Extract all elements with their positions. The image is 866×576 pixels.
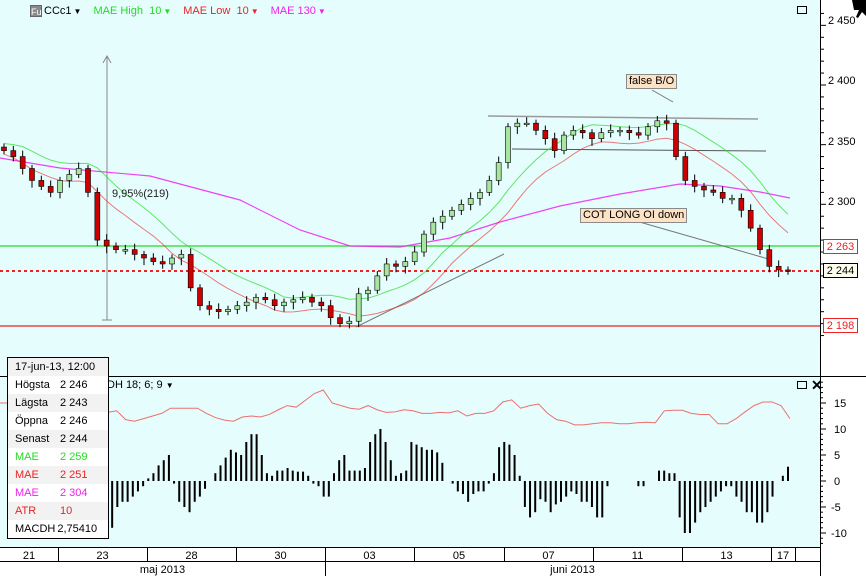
month-label: maj 2013 [139,564,186,576]
tooltip-row: MAE 2 251 [8,466,108,484]
macd-tick: 0 [834,476,841,488]
last-price-box: 2 244 [823,263,858,278]
tooltip-label: MACDH [15,523,56,535]
macd-selector[interactable]: DH 18; 6; 9 ▼ [107,379,174,391]
caret-down-icon: ▼ [165,381,174,390]
tooltip-datetime: 17-jun-13, 12:00 [8,358,108,376]
tooltip-row: Lägsta 2 243 [8,394,108,412]
tooltip-row: MACDH 2,75410 [8,520,108,538]
tooltip-label: Högsta [15,379,50,391]
x-tick: 30 [274,550,287,562]
tooltip-row: Senast 2 244 [8,430,108,448]
price-tick: 2 350 [828,136,856,148]
support-price-box: 2 198 [823,318,858,333]
tooltip-value: 2 244 [60,433,88,445]
x-tick: 03 [363,550,376,562]
tooltip-value: 2 304 [60,487,88,499]
maximize-price-panel-button[interactable] [797,6,807,14]
tooltip-row: MAE 2 304 [8,484,108,502]
month-label: juni 2013 [550,564,595,576]
tooltip-value: 2 259 [60,451,88,463]
caret-down-icon: ▼ [163,6,172,16]
price-tick: 2 450 [828,15,856,27]
macd-tick: 15 [834,398,847,410]
tooltip-value: 2 246 [60,415,88,427]
macd-tick: 10 [834,424,847,436]
futures-badge: Fu [30,5,42,17]
x-tick: 17 [776,550,790,562]
tooltip-label: ATR [15,505,37,517]
tooltip-label: Senast [15,433,50,445]
macd-tick: -5 [831,502,841,514]
tooltip-value: 2 251 [60,469,88,481]
x-tick: 13 [720,550,733,562]
tooltip-label: Öppna [15,415,49,427]
mae-130-label: MAE [270,5,295,17]
tooltip-label: Lägsta [15,397,49,409]
tooltip-value: 2 243 [60,397,88,409]
price-tick: 2 400 [828,75,856,87]
mae-130-param: 130 [297,5,316,17]
tooltip-label: MAE [15,487,39,499]
cot-annotation[interactable]: COT LONG OI down [580,208,688,223]
x-tick: 21 [22,550,36,562]
mae-high-label: MAE High [93,5,143,17]
caret-down-icon: ▼ [317,6,326,16]
measure-annotation[interactable]: 9,95%(219) [112,188,169,200]
mouse-cursor [852,0,866,18]
tooltip-row: Öppna 2 246 [8,412,108,430]
maximize-macd-panel-button[interactable] [797,381,807,389]
tooltip-row: MAE 2 259 [8,448,108,466]
x-tick: 23 [96,550,109,562]
tooltip-row: ATR 10 [8,502,108,520]
macd-label: DH 18; 6; 9 [107,379,163,391]
indicator-legend: Fu CCc1 ▼ MAE High 10 ▼ MAE Low 10 ▼ MAE 13… [30,4,338,18]
mae-high-selector[interactable]: MAE High 10 ▼ [93,5,171,17]
tooltip-value: 2 246 [60,379,88,391]
macd-tick: -10 [831,528,847,540]
tooltip-value: 2,75410 [57,523,98,535]
x-tick: 11 [631,550,644,562]
mae-high-param: 10 [149,5,162,17]
tooltip-row: Högsta 2 246 [8,376,108,394]
x-tick: 28 [185,550,198,562]
symbol-label: CCc1 [44,5,72,17]
caret-down-icon: ▼ [73,6,82,16]
mae-low-label: MAE Low [183,5,231,17]
resistance-price-box: 2 263 [823,239,858,254]
tooltip-value: 10 [60,505,73,517]
data-tooltip: 17-jun-13, 12:00 Högsta 2 246 Lägsta 2 243 Ö… [7,357,109,539]
tooltip-label: MAE [15,469,39,481]
tooltip-label: MAE [15,451,39,463]
mae-low-selector[interactable]: MAE Low 10 ▼ [183,5,258,17]
close-macd-panel-button[interactable]: ✕ [811,377,823,393]
mae-low-param: 10 [236,5,249,17]
macd-tick: 5 [834,450,841,462]
price-tick: 2 300 [828,196,856,208]
caret-down-icon: ▼ [250,6,259,16]
mae-130-selector[interactable]: MAE 130 ▼ [271,5,326,17]
x-tick: 05 [452,550,466,562]
symbol-selector[interactable]: CCc1 ▼ [44,5,81,17]
false-breakout-annotation[interactable]: false B/O [626,74,678,89]
x-tick: 07 [542,550,555,562]
